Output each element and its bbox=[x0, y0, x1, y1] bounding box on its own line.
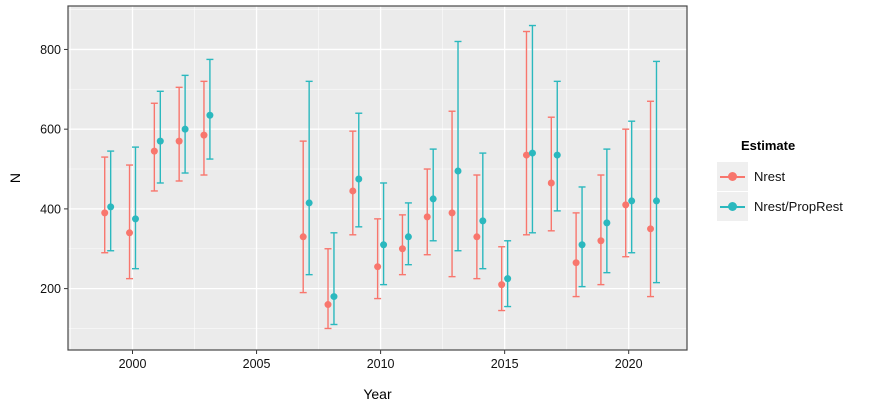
data-point bbox=[101, 209, 109, 217]
data-point bbox=[547, 179, 555, 187]
point-icon bbox=[728, 202, 737, 211]
x-tick-label: 2000 bbox=[119, 357, 147, 371]
data-point bbox=[324, 301, 332, 309]
data-point bbox=[504, 275, 512, 283]
data-point bbox=[355, 175, 363, 183]
y-tick-label: 200 bbox=[40, 282, 61, 296]
data-point bbox=[528, 149, 536, 157]
x-tick-label: 2010 bbox=[367, 357, 395, 371]
x-axis-title: Year bbox=[363, 386, 392, 402]
data-point bbox=[305, 199, 313, 207]
data-point bbox=[652, 197, 660, 205]
y-tick-label: 800 bbox=[40, 43, 61, 57]
data-point bbox=[299, 233, 307, 241]
data-point bbox=[473, 233, 481, 241]
legend-label-nrest: Nrest bbox=[754, 169, 786, 184]
legend-item-nrest-proprest: Nrest/PropRest bbox=[717, 192, 843, 221]
legend-item-nrest: Nrest bbox=[717, 162, 843, 191]
legend-key-nrest-proprest bbox=[717, 192, 748, 221]
data-point bbox=[647, 225, 655, 233]
data-point bbox=[448, 209, 456, 217]
data-point bbox=[479, 217, 487, 225]
data-point bbox=[126, 229, 134, 237]
legend-key-nrest bbox=[717, 162, 748, 191]
x-tick-label: 2005 bbox=[243, 357, 271, 371]
data-point bbox=[603, 219, 611, 227]
data-point bbox=[380, 241, 388, 249]
y-axis-title: N bbox=[7, 172, 23, 184]
data-point bbox=[206, 111, 214, 119]
panel-border bbox=[67, 5, 688, 351]
data-point bbox=[150, 147, 158, 155]
legend-title: Estimate bbox=[741, 138, 796, 153]
data-point bbox=[181, 125, 189, 133]
data-point bbox=[156, 137, 164, 145]
data-point bbox=[200, 131, 208, 139]
data-point bbox=[330, 293, 338, 301]
data-point bbox=[622, 201, 630, 209]
data-point bbox=[423, 213, 431, 221]
legend-label-nrest-proprest: Nrest/PropRest bbox=[754, 199, 843, 214]
data-point bbox=[175, 137, 183, 145]
data-point bbox=[553, 151, 561, 159]
y-tick-label: 600 bbox=[40, 123, 61, 137]
data-point bbox=[522, 151, 530, 159]
data-point bbox=[429, 195, 437, 203]
data-point bbox=[404, 233, 412, 241]
y-tick-label: 400 bbox=[40, 202, 61, 216]
data-point bbox=[454, 167, 462, 175]
data-point bbox=[628, 197, 636, 205]
data-point bbox=[498, 281, 506, 289]
data-point bbox=[578, 241, 586, 249]
data-point bbox=[597, 237, 605, 245]
data-point bbox=[374, 263, 382, 271]
data-point bbox=[107, 203, 115, 211]
point-icon bbox=[728, 172, 737, 181]
data-point bbox=[349, 187, 357, 195]
legend: Estimate Nrest Nrest/PropRest bbox=[717, 138, 843, 222]
x-tick-label: 2020 bbox=[615, 357, 643, 371]
data-point bbox=[131, 215, 139, 223]
data-point bbox=[572, 259, 580, 267]
x-tick-label: 2015 bbox=[491, 357, 519, 371]
data-point bbox=[398, 245, 406, 253]
